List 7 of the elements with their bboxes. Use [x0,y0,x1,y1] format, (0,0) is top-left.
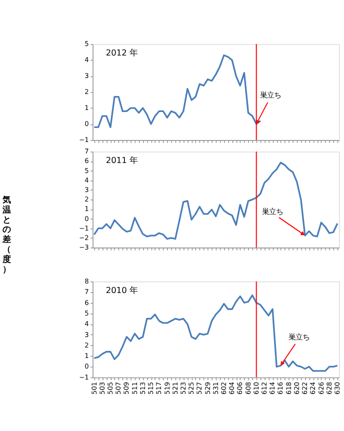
chart-title: 2012 年 [106,48,138,58]
annotation: 巣立ち [262,207,284,216]
chart-title: 2011 年 [106,155,138,166]
annotation: 巣立ち [260,90,282,100]
y-axis-title: 気温との差（度） [1,194,10,274]
chart-title: 2010 年 [106,284,138,295]
annotation: 巣立ち [288,332,310,342]
